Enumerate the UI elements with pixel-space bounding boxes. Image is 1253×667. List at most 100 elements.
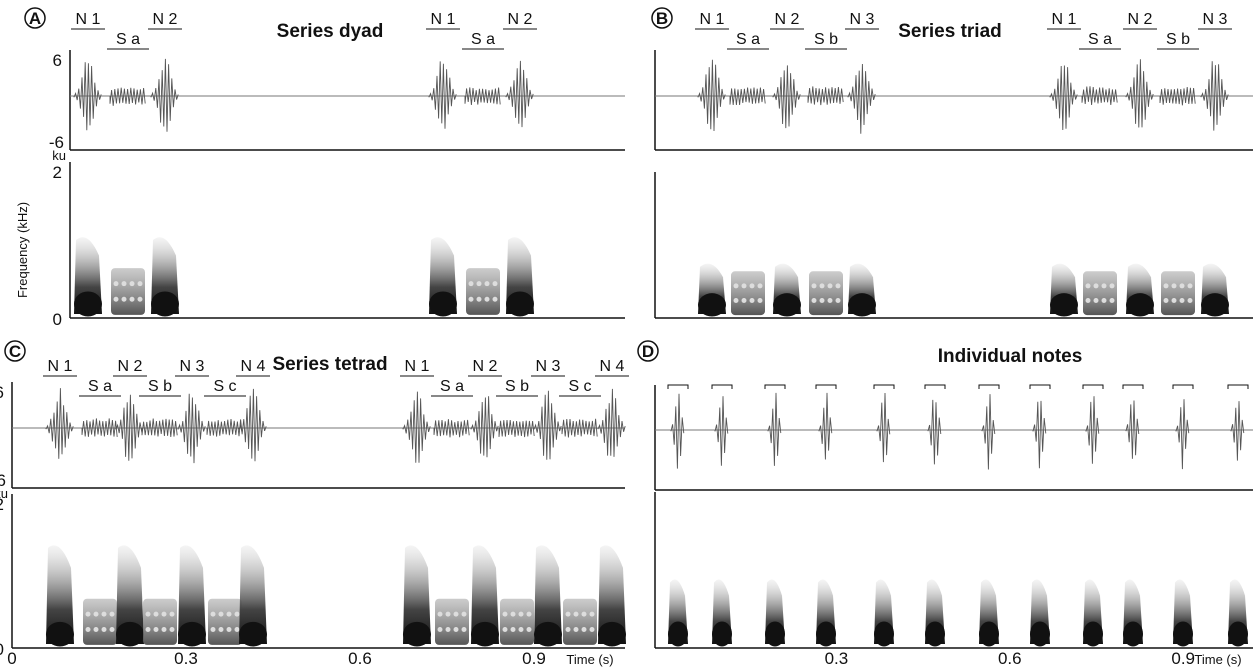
spec-core (598, 621, 626, 647)
spec-dot (518, 627, 524, 633)
waveform (714, 396, 729, 466)
spec-dot (437, 611, 443, 617)
spec-note (534, 545, 562, 644)
panel-letter-circle (651, 7, 673, 29)
waveform (670, 393, 685, 469)
spec-dot (210, 611, 216, 617)
spec-dot (161, 627, 167, 633)
waveform (927, 399, 942, 465)
spec-dot (453, 627, 459, 633)
spec-dot (573, 611, 579, 617)
spec-tick: 2 (53, 163, 62, 182)
spec-dot (835, 297, 841, 303)
spec-dot (113, 281, 119, 287)
spec-syllable (143, 598, 177, 645)
spec-dot (169, 627, 175, 633)
spec-dot (85, 611, 91, 617)
spec-dot (589, 627, 595, 633)
spec-dot (93, 611, 99, 617)
spec-syllable (1083, 271, 1117, 316)
time-tick: 0.3 (174, 649, 198, 667)
spec-core (1201, 293, 1229, 317)
spec-dot (573, 627, 579, 633)
spec-core (848, 293, 876, 317)
spec-syllable (500, 598, 534, 645)
spec-syllable (809, 271, 843, 316)
spec-dot (484, 281, 490, 287)
spec-dot (502, 627, 508, 633)
spec-dot (218, 627, 224, 633)
wave-unit: ku (0, 486, 8, 501)
spec-core (74, 291, 102, 317)
note-label: S a (116, 31, 140, 48)
spec-core (765, 621, 785, 647)
panel-letter: C (9, 342, 21, 361)
note-label: N 2 (473, 358, 498, 375)
spec-core (1228, 621, 1248, 647)
waveform (1081, 86, 1118, 106)
spec-dot (1093, 283, 1099, 289)
spec-dot (502, 611, 508, 617)
spec-dot (526, 611, 532, 617)
time-tick: 0.6 (998, 649, 1022, 667)
note-bracket (924, 384, 946, 389)
spec-dot (129, 281, 135, 287)
time-label: Time (s) (1194, 652, 1241, 667)
spec-tick: 0 (0, 640, 4, 659)
spec-dot (234, 627, 240, 633)
spec-dot (210, 627, 216, 633)
spec-dot (153, 611, 159, 617)
spec-dot (218, 611, 224, 617)
waveform (1125, 59, 1154, 128)
note-label: S c (213, 378, 236, 395)
spec-dot (819, 297, 825, 303)
spec-dot (121, 296, 127, 302)
spec-dot (757, 297, 763, 303)
waveform (498, 420, 535, 438)
spec-dot (137, 296, 143, 302)
spec-dot (733, 297, 739, 303)
waveform (1200, 61, 1229, 131)
spec-syllable (563, 598, 597, 645)
spec-core (979, 621, 999, 647)
spec-label: Frequency (kHz) (15, 202, 30, 298)
note-label: S b (1166, 31, 1190, 48)
spec-syllable (731, 271, 765, 316)
waveform (1085, 396, 1100, 464)
spec-core (151, 291, 179, 317)
note-label: N 2 (775, 11, 800, 28)
note-label: N 1 (48, 358, 73, 375)
spec-core (1173, 621, 1193, 647)
time-tick: 0.6 (348, 649, 372, 667)
spec-core (816, 621, 836, 647)
spec-dot (510, 627, 516, 633)
waveform (206, 418, 243, 437)
spec-syllable (1161, 271, 1195, 316)
spec-dot (492, 281, 498, 287)
waveform (45, 388, 74, 459)
spec-dot (1109, 283, 1115, 289)
note-label: N 3 (1203, 11, 1228, 28)
spec-dot (565, 627, 571, 633)
panel-title: Individual notes (938, 346, 1083, 367)
spec-dot (581, 611, 587, 617)
spec-dot (113, 296, 119, 302)
spec-dot (1163, 283, 1169, 289)
waveform (876, 392, 891, 463)
spec-dot (161, 611, 167, 617)
spec-core (429, 291, 457, 317)
note-bracket (815, 384, 837, 389)
waveform (115, 394, 144, 461)
waveform (177, 393, 206, 464)
spec-core (46, 621, 74, 647)
waveform (767, 392, 782, 466)
spec-dot (145, 611, 151, 617)
spec-dot (757, 283, 763, 289)
panel-title: Series triad (898, 21, 1002, 42)
waveform (470, 396, 499, 458)
spec-note (46, 545, 74, 644)
waveform (697, 59, 726, 132)
spec-core (925, 621, 945, 647)
